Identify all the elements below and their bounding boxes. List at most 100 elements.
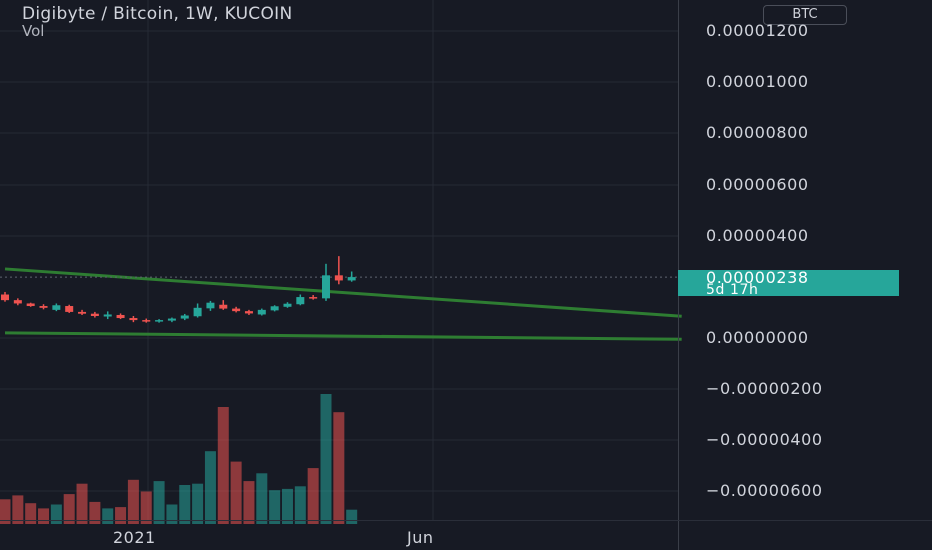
candle (39, 304, 48, 310)
x-axis-label-2021: 2021 (113, 528, 156, 547)
volume-bar (333, 412, 345, 524)
candle-body (167, 318, 176, 321)
candle (193, 303, 202, 318)
candle (244, 309, 253, 315)
volume-bar (25, 503, 37, 524)
y-axis-label: −0.00000400 (706, 430, 823, 449)
candle-body (90, 313, 99, 317)
candle-body (206, 302, 215, 309)
candle (26, 302, 35, 307)
candle-body (155, 320, 164, 322)
candle-body (142, 320, 151, 322)
volume-bar (294, 486, 306, 524)
volume-bar (281, 488, 293, 524)
candle (167, 317, 176, 323)
trendlines[interactable] (4, 267, 682, 341)
y-axis-label: 0.00001000 (706, 72, 809, 91)
trendline[interactable] (4, 331, 682, 341)
candle-body (26, 303, 35, 307)
candle-body (13, 300, 22, 304)
candle-body (347, 277, 356, 281)
candle-body (52, 305, 61, 310)
y-axis-label: −0.00000200 (706, 379, 823, 398)
volume-bar (307, 468, 319, 524)
volume-bar (12, 495, 24, 524)
candle-body (78, 311, 87, 314)
candle (52, 303, 61, 312)
volume-bar (166, 504, 178, 524)
candle (206, 300, 215, 311)
volume-indicator-label[interactable]: Vol (22, 22, 45, 40)
trendline[interactable] (4, 267, 682, 318)
symbol-title: Digibyte / Bitcoin, 1W, KUCOIN (22, 4, 293, 24)
candle (90, 311, 99, 318)
candle-body (283, 303, 292, 307)
y-axis-label: −0.00000600 (706, 481, 823, 500)
candle-body (1, 294, 9, 301)
volume-bar (63, 494, 75, 524)
candle-body (103, 314, 112, 317)
volume-bar (204, 451, 216, 524)
volume-bar (256, 473, 268, 524)
bar-close-countdown: 5d 17h (706, 282, 759, 298)
candle (334, 256, 343, 285)
candle-body (116, 314, 125, 319)
volume-bar (50, 504, 62, 524)
candle-body (257, 309, 266, 315)
candle-body (232, 308, 241, 312)
candle (180, 313, 189, 321)
candle (155, 319, 164, 323)
volume-bar (0, 499, 11, 524)
candle (296, 294, 305, 306)
candle-body (270, 306, 279, 311)
candle-body (296, 297, 305, 305)
candle (1, 291, 9, 302)
candle-body (244, 311, 253, 314)
y-axis-label: 0.00000000 (706, 328, 809, 347)
y-axis-label: 0.00000400 (706, 226, 809, 245)
candle (232, 306, 241, 313)
last-price-value: 0.00000238 (706, 268, 809, 287)
volume-bar (320, 394, 332, 524)
volume-bar (346, 509, 358, 524)
volume-bar (127, 479, 139, 524)
currency-badge[interactable]: BTC (763, 5, 847, 25)
volume-bar (140, 491, 152, 524)
volume-bar (243, 481, 255, 524)
candle-body (219, 304, 228, 309)
candle (103, 311, 112, 320)
volume-bar (153, 481, 165, 524)
candle (116, 313, 125, 320)
volume-bar (217, 407, 229, 524)
candle (283, 302, 292, 308)
candle (270, 305, 279, 312)
volume-bar (38, 508, 50, 524)
candle-body (309, 297, 318, 299)
y-axis-label: 0.00000600 (706, 175, 809, 194)
candle (257, 308, 266, 316)
candle-series (1, 256, 356, 323)
candle (65, 304, 74, 313)
volume-bar (269, 490, 281, 524)
volume-bar (102, 508, 114, 524)
volume-series (0, 394, 358, 524)
y-axis-label: 0.00001200 (706, 21, 809, 40)
last-price-tag: 0.00000238 5d 17h (678, 268, 899, 298)
candle-body (334, 275, 343, 281)
candle (13, 298, 22, 306)
candle (78, 309, 87, 315)
volume-bar (192, 483, 204, 524)
candle (309, 295, 318, 300)
candle-body (39, 306, 48, 308)
volume-bar (230, 461, 242, 524)
volume-bar (76, 483, 88, 524)
candle (219, 300, 228, 310)
candle-body (322, 275, 330, 299)
volume-bar (115, 507, 127, 524)
candle (142, 318, 151, 323)
x-axis-label-jun: Jun (407, 528, 434, 547)
candle-body (180, 315, 189, 319)
candle (347, 271, 356, 282)
candle (322, 263, 330, 301)
